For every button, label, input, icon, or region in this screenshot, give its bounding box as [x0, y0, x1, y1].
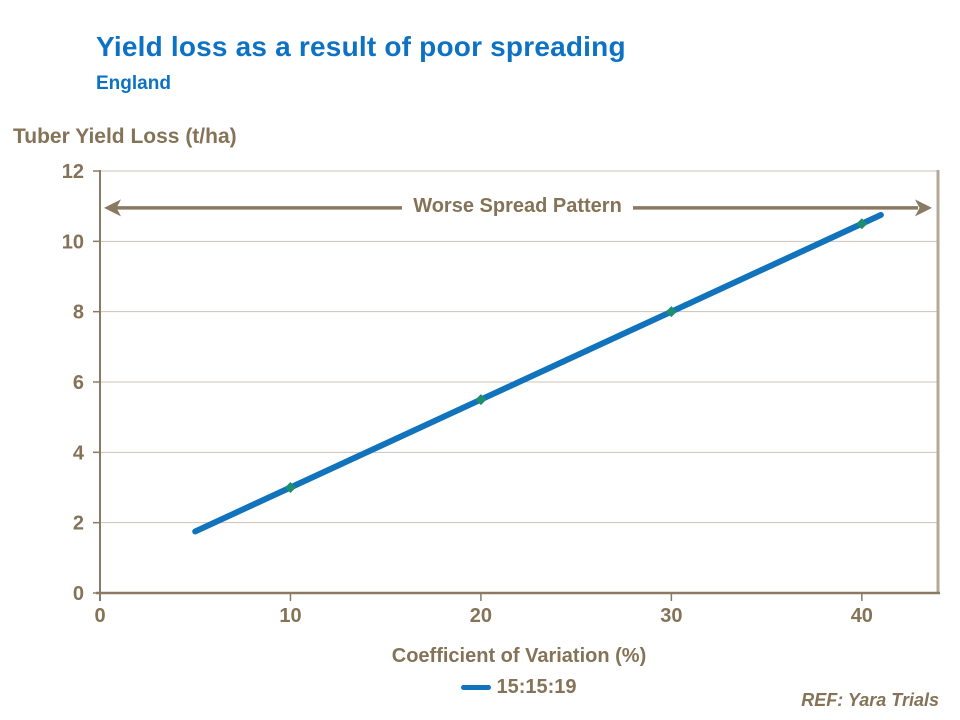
legend-label: 15:15:19	[496, 676, 577, 698]
chart-legend: 15:15:19	[100, 676, 938, 699]
legend-line-swatch	[461, 685, 492, 690]
x-tick-label: 0	[94, 605, 105, 627]
arrow-head-right	[915, 199, 932, 217]
x-tick-label: 40	[851, 605, 873, 627]
x-tick-label: 10	[279, 605, 301, 627]
series-line	[192, 211, 884, 535]
series-marker	[284, 482, 296, 493]
slide-subtitle: England	[96, 73, 171, 94]
series-marker	[856, 218, 868, 230]
series-marker	[665, 306, 677, 318]
y-tick-label: 10	[62, 231, 84, 253]
reference-note: REF: Yara Trials	[801, 690, 939, 710]
series-marker	[475, 394, 487, 406]
x-tick-label: 30	[660, 605, 682, 627]
slide-title: Yield loss as a result of poor spreading	[96, 31, 626, 62]
y-axis-title: Tuber Yield Loss (t/ha)	[13, 125, 237, 148]
x-tick-label: 20	[470, 605, 492, 627]
y-tick-label: 2	[73, 513, 84, 535]
x-axis-title: Coefficient of Variation (%)	[391, 645, 647, 667]
arrow-head-left	[104, 199, 121, 217]
y-tick-label: 0	[73, 583, 84, 605]
y-tick-label: 12	[62, 161, 84, 183]
annotation-worse-spread-pattern: Worse Spread Pattern	[413, 195, 622, 217]
y-tick-label: 8	[73, 302, 84, 324]
y-tick-label: 4	[73, 442, 85, 464]
y-tick-label: 6	[73, 372, 84, 394]
